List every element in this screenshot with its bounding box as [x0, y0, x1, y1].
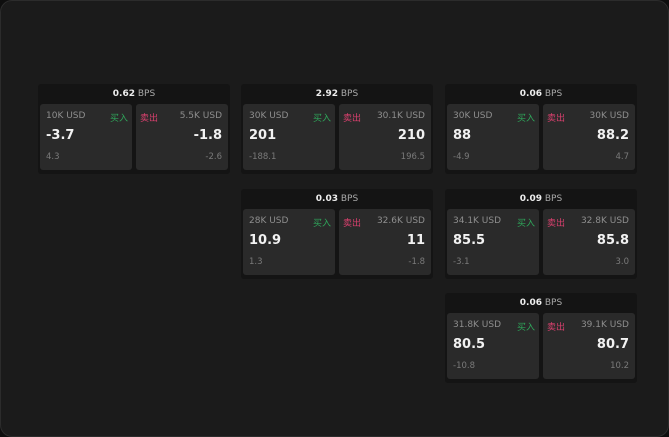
sell-change: -2.6	[205, 152, 222, 162]
spread-value: 2.92	[315, 89, 338, 99]
quote-card: 2.92 BPS 30K USD 买入 201 -188.1 卖出 30.1K …	[241, 84, 433, 174]
buy-price: 10.9	[249, 233, 282, 248]
buy-amount: 10K USD	[46, 111, 86, 121]
sell-amount: 32.8K USD	[580, 216, 629, 226]
spread-unit: BPS	[137, 89, 156, 99]
sell-price: 80.7	[596, 337, 629, 352]
sell-label: 卖出	[140, 114, 159, 124]
sell-cell[interactable]: 卖出 32.8K USD 85.8 3.0	[543, 209, 635, 275]
buy-cell[interactable]: 10K USD 买入 -3.7 4.3	[40, 104, 132, 170]
sell-cell[interactable]: 卖出 32.6K USD 11 -1.8	[339, 209, 431, 275]
spread-unit: BPS	[544, 194, 563, 204]
sell-price: 85.8	[596, 233, 629, 248]
buy-price: 88	[453, 128, 472, 143]
sell-label: 卖出	[343, 219, 362, 229]
spread-header: 0.03 BPS	[241, 189, 433, 209]
quote-card: 0.62 BPS 10K USD 买入 -3.7 4.3 卖出 5.5K USD…	[38, 84, 230, 174]
sell-amount: 5.5K USD	[179, 111, 222, 121]
buy-price: 201	[249, 128, 277, 143]
quote-card: 0.06 BPS 31.8K USD 买入 80.5 -10.8 卖出 39.1…	[445, 293, 637, 383]
quote-card: 0.09 BPS 34.1K USD 买入 85.5 -3.1 卖出 32.8K…	[445, 189, 637, 279]
buy-change: -3.1	[453, 257, 470, 267]
sell-amount: 32.6K USD	[376, 216, 425, 226]
spread-unit: BPS	[544, 89, 563, 99]
spread-header: 0.06 BPS	[445, 293, 637, 313]
sell-price: -1.8	[193, 128, 222, 143]
buy-label: 买入	[516, 323, 535, 333]
buy-price: 85.5	[453, 233, 486, 248]
spread-unit: BPS	[544, 298, 563, 308]
sell-change: 10.2	[610, 361, 629, 371]
sell-label: 卖出	[547, 323, 566, 333]
sell-price: 210	[397, 128, 425, 143]
spread-header: 0.09 BPS	[445, 189, 637, 209]
sell-price: 11	[406, 233, 425, 248]
buy-cell[interactable]: 28K USD 买入 10.9 1.3	[243, 209, 335, 275]
quote-card: 0.06 BPS 30K USD 买入 88 -4.9 卖出 30K USD 8…	[445, 84, 637, 174]
sell-label: 卖出	[547, 219, 566, 229]
spread-unit: BPS	[340, 89, 359, 99]
sell-label: 卖出	[343, 114, 362, 124]
quote-card: 0.03 BPS 28K USD 买入 10.9 1.3 卖出 32.6K US…	[241, 189, 433, 279]
buy-label: 买入	[109, 114, 128, 124]
buy-amount: 30K USD	[249, 111, 289, 121]
spread-value: 0.09	[519, 194, 542, 204]
buy-label: 买入	[312, 219, 331, 229]
spread-value: 0.62	[112, 89, 135, 99]
sell-cell[interactable]: 卖出 30.1K USD 210 196.5	[339, 104, 431, 170]
buy-change: 1.3	[249, 257, 263, 267]
buy-amount: 28K USD	[249, 216, 289, 226]
buy-label: 买入	[312, 114, 331, 124]
spread-unit: BPS	[340, 194, 359, 204]
buy-label: 买入	[516, 114, 535, 124]
sell-change: 4.7	[615, 152, 629, 162]
spread-value: 0.06	[519, 298, 542, 308]
sell-amount: 39.1K USD	[580, 320, 629, 330]
buy-cell[interactable]: 30K USD 买入 88 -4.9	[447, 104, 539, 170]
buy-amount: 34.1K USD	[453, 216, 502, 226]
sell-cell[interactable]: 卖出 30K USD 88.2 4.7	[543, 104, 635, 170]
buy-change: -4.9	[453, 152, 470, 162]
sell-label: 卖出	[547, 114, 566, 124]
buy-price: -3.7	[46, 128, 75, 143]
buy-amount: 31.8K USD	[453, 320, 502, 330]
spread-value: 0.03	[315, 194, 338, 204]
buy-cell[interactable]: 30K USD 买入 201 -188.1	[243, 104, 335, 170]
sell-price: 88.2	[596, 128, 629, 143]
buy-change: -10.8	[453, 361, 475, 371]
sell-amount: 30K USD	[589, 111, 629, 121]
buy-change: -188.1	[249, 152, 277, 162]
sell-cell[interactable]: 卖出 39.1K USD 80.7 10.2	[543, 313, 635, 379]
buy-cell[interactable]: 31.8K USD 买入 80.5 -10.8	[447, 313, 539, 379]
spread-value: 0.06	[519, 89, 542, 99]
buy-label: 买入	[516, 219, 535, 229]
buy-cell[interactable]: 34.1K USD 买入 85.5 -3.1	[447, 209, 539, 275]
sell-change: -1.8	[408, 257, 425, 267]
buy-change: 4.3	[46, 152, 60, 162]
sell-cell[interactable]: 卖出 5.5K USD -1.8 -2.6	[136, 104, 228, 170]
spread-header: 0.62 BPS	[38, 84, 230, 104]
sell-change: 3.0	[615, 257, 629, 267]
sell-amount: 30.1K USD	[376, 111, 425, 121]
spread-header: 2.92 BPS	[241, 84, 433, 104]
sell-change: 196.5	[400, 152, 425, 162]
spread-header: 0.06 BPS	[445, 84, 637, 104]
buy-price: 80.5	[453, 337, 486, 352]
buy-amount: 30K USD	[453, 111, 493, 121]
